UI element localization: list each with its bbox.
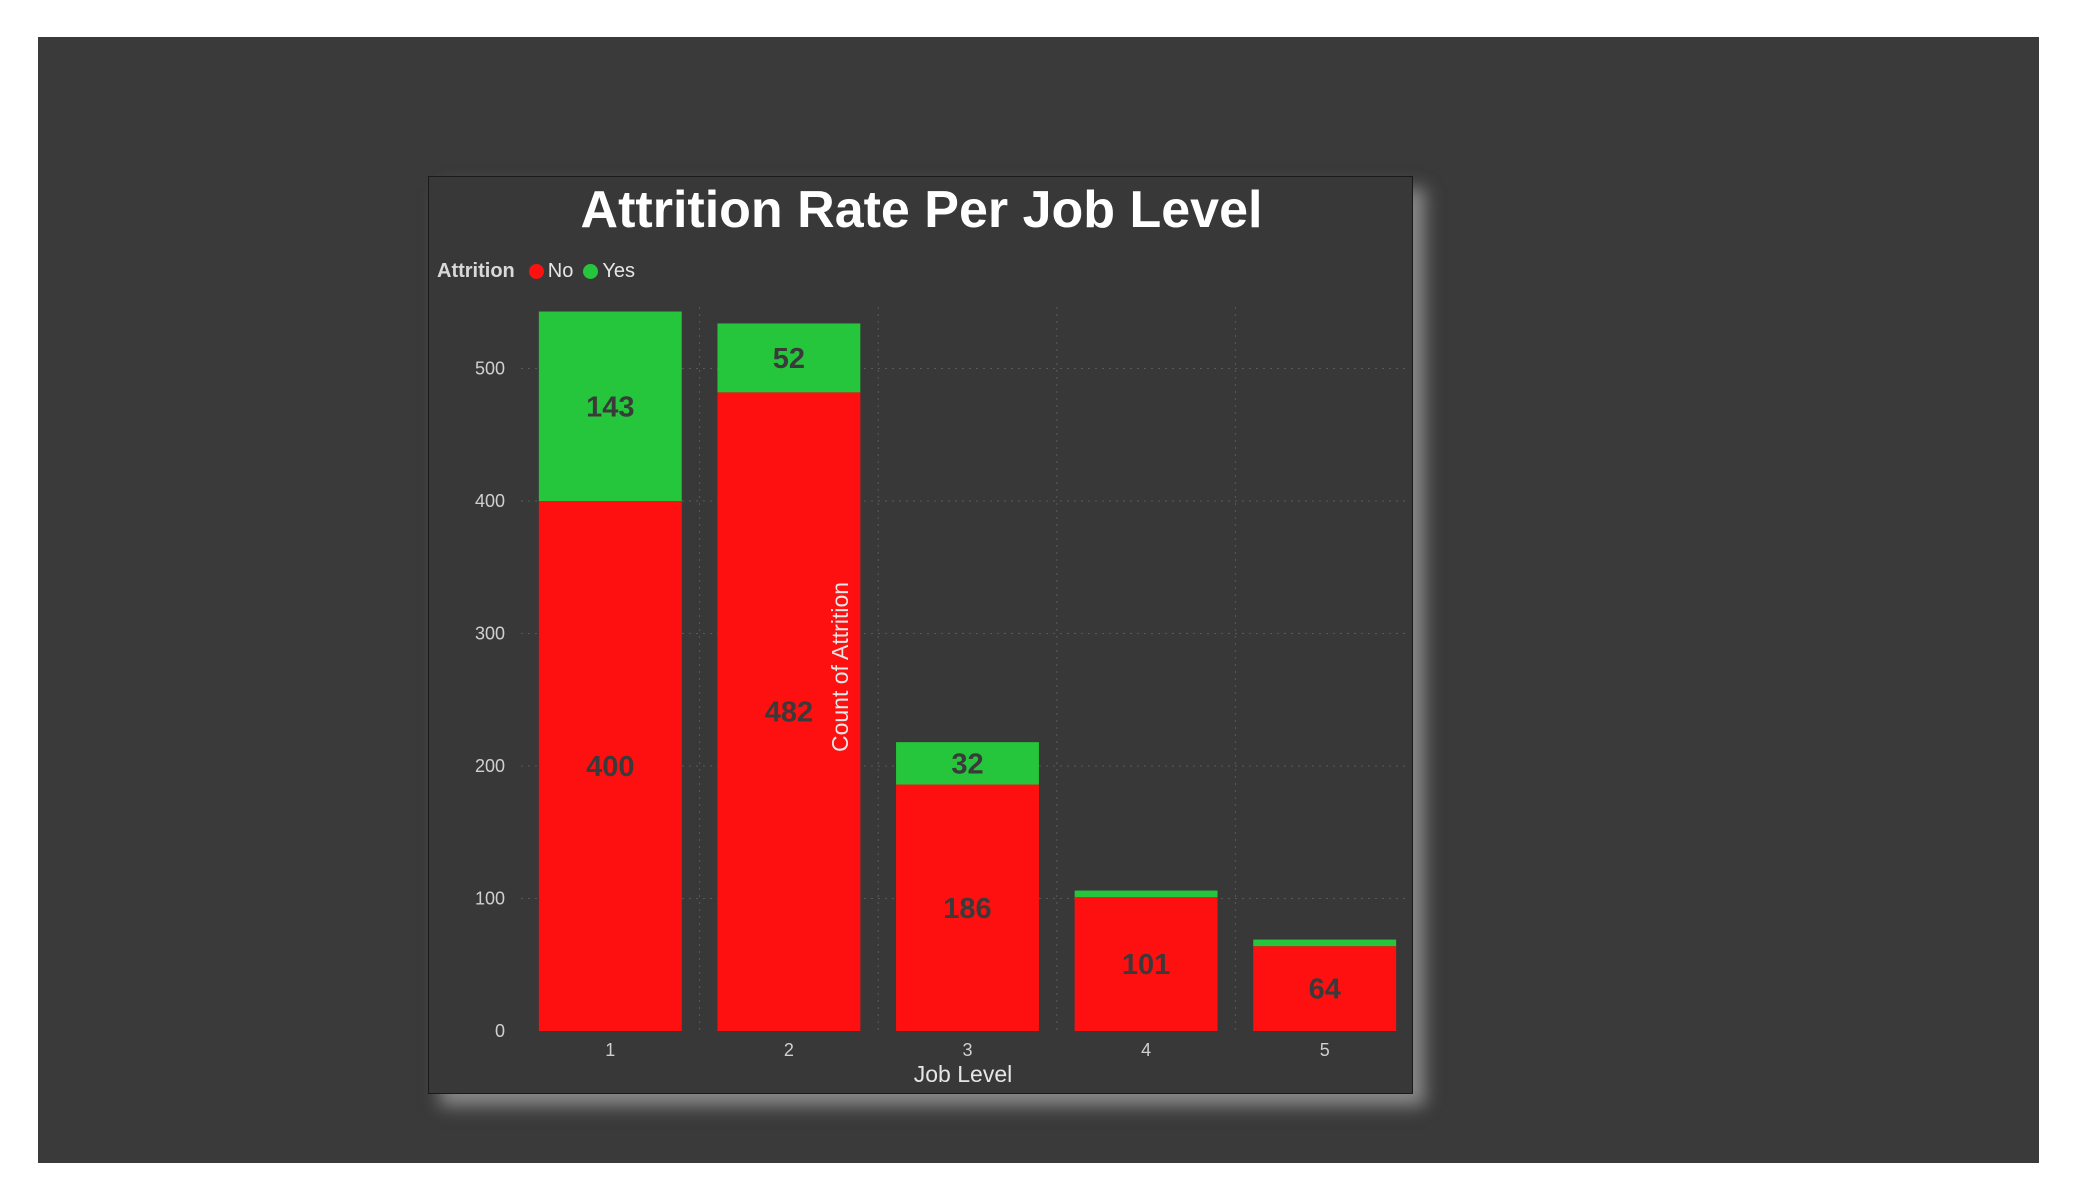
bar-no-level-3[interactable]: [896, 784, 1039, 1031]
chart-panel[interactable]: Attrition Rate Per Job Level Attrition N…: [428, 176, 1413, 1094]
chart-title: Attrition Rate Per Job Level: [580, 181, 1263, 239]
axes: 0 100 200 300 400 500 1 2 3 4 5: [475, 359, 1330, 1061]
y-tick-label: 200: [475, 756, 505, 776]
bar-yes-level-2[interactable]: [717, 323, 861, 393]
bar-no-level-4[interactable]: [1074, 897, 1218, 1031]
legend-title: Attrition: [437, 259, 515, 282]
y-axis-title: Count of Attrition: [827, 582, 853, 752]
data-label-yes: 32: [951, 748, 983, 780]
bar-yes-level-1[interactable]: [538, 311, 682, 501]
y-tick-label: 300: [475, 624, 505, 644]
legend-label-no: No: [547, 259, 574, 282]
legend-dot-no-icon: [528, 263, 544, 279]
plot-area: 400 143 482 52 186 32 101 64 0 100 200 300 400 500 1 2…: [475, 307, 1409, 1087]
bar-no-level-2[interactable]: [717, 392, 861, 1032]
bar-yes-level-5[interactable]: [1253, 939, 1397, 947]
legend-item-no[interactable]: No: [528, 259, 574, 283]
x-axis-title: Job Level: [914, 1061, 1012, 1087]
legend-item-yes[interactable]: Yes: [583, 260, 635, 283]
y-tick-label: 400: [475, 491, 505, 511]
x-tick-label: 5: [1320, 1040, 1330, 1060]
data-label-no: 400: [586, 751, 634, 783]
legend-label-yes: Yes: [602, 259, 635, 282]
y-tick-label: 500: [475, 359, 505, 379]
report-canvas: Attrition Rate Per Job Level Attrition N…: [38, 37, 2039, 1163]
legend-dot-yes-icon: [583, 263, 599, 279]
data-label-yes: 52: [773, 343, 805, 375]
data-label-no: 64: [1309, 974, 1341, 1006]
data-label-no: 101: [1122, 949, 1170, 981]
y-tick-label: 0: [495, 1021, 505, 1041]
data-labels: 400 143 482 52 186 32 101 64: [586, 343, 1341, 1006]
bar-yes-level-4[interactable]: [1074, 890, 1218, 898]
data-label-yes: 143: [586, 391, 634, 423]
bar-yes-level-3[interactable]: [896, 742, 1039, 785]
bar-no-level-5[interactable]: [1253, 946, 1397, 1031]
legend: Attrition No Yes: [437, 256, 645, 286]
data-label-no: 186: [943, 893, 991, 925]
bar-no-level-1[interactable]: [538, 501, 682, 1031]
x-tick-label: 2: [784, 1040, 794, 1060]
x-tick-label: 1: [605, 1040, 615, 1060]
x-tick-label: 3: [962, 1040, 972, 1060]
bars: [538, 311, 1397, 1032]
y-tick-label: 100: [475, 889, 505, 909]
data-label-no: 482: [765, 697, 813, 729]
x-tick-label: 4: [1141, 1040, 1151, 1060]
